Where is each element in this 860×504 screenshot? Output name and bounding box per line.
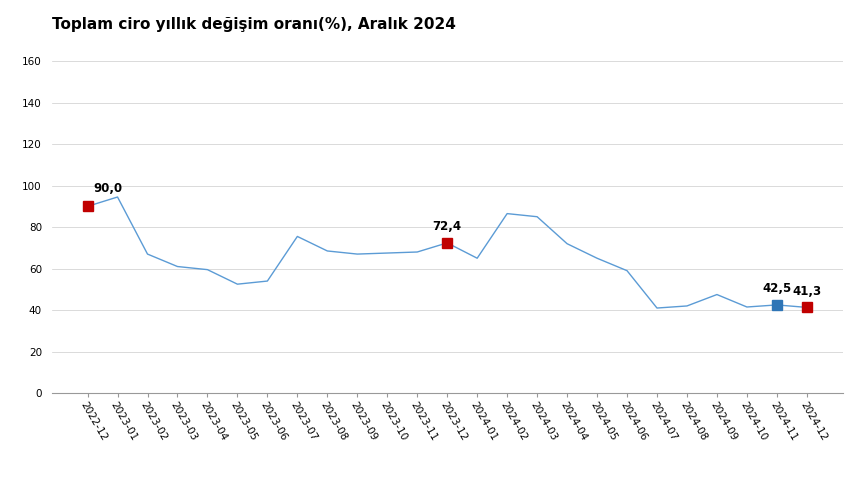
Text: 72,4: 72,4 [433,220,462,233]
Text: 90,0: 90,0 [93,182,122,195]
Text: 41,3: 41,3 [792,285,821,298]
Text: Toplam ciro yıllık değişim oranı(%), Aralık 2024: Toplam ciro yıllık değişim oranı(%), Ara… [52,17,456,32]
Text: 42,5: 42,5 [762,282,791,295]
